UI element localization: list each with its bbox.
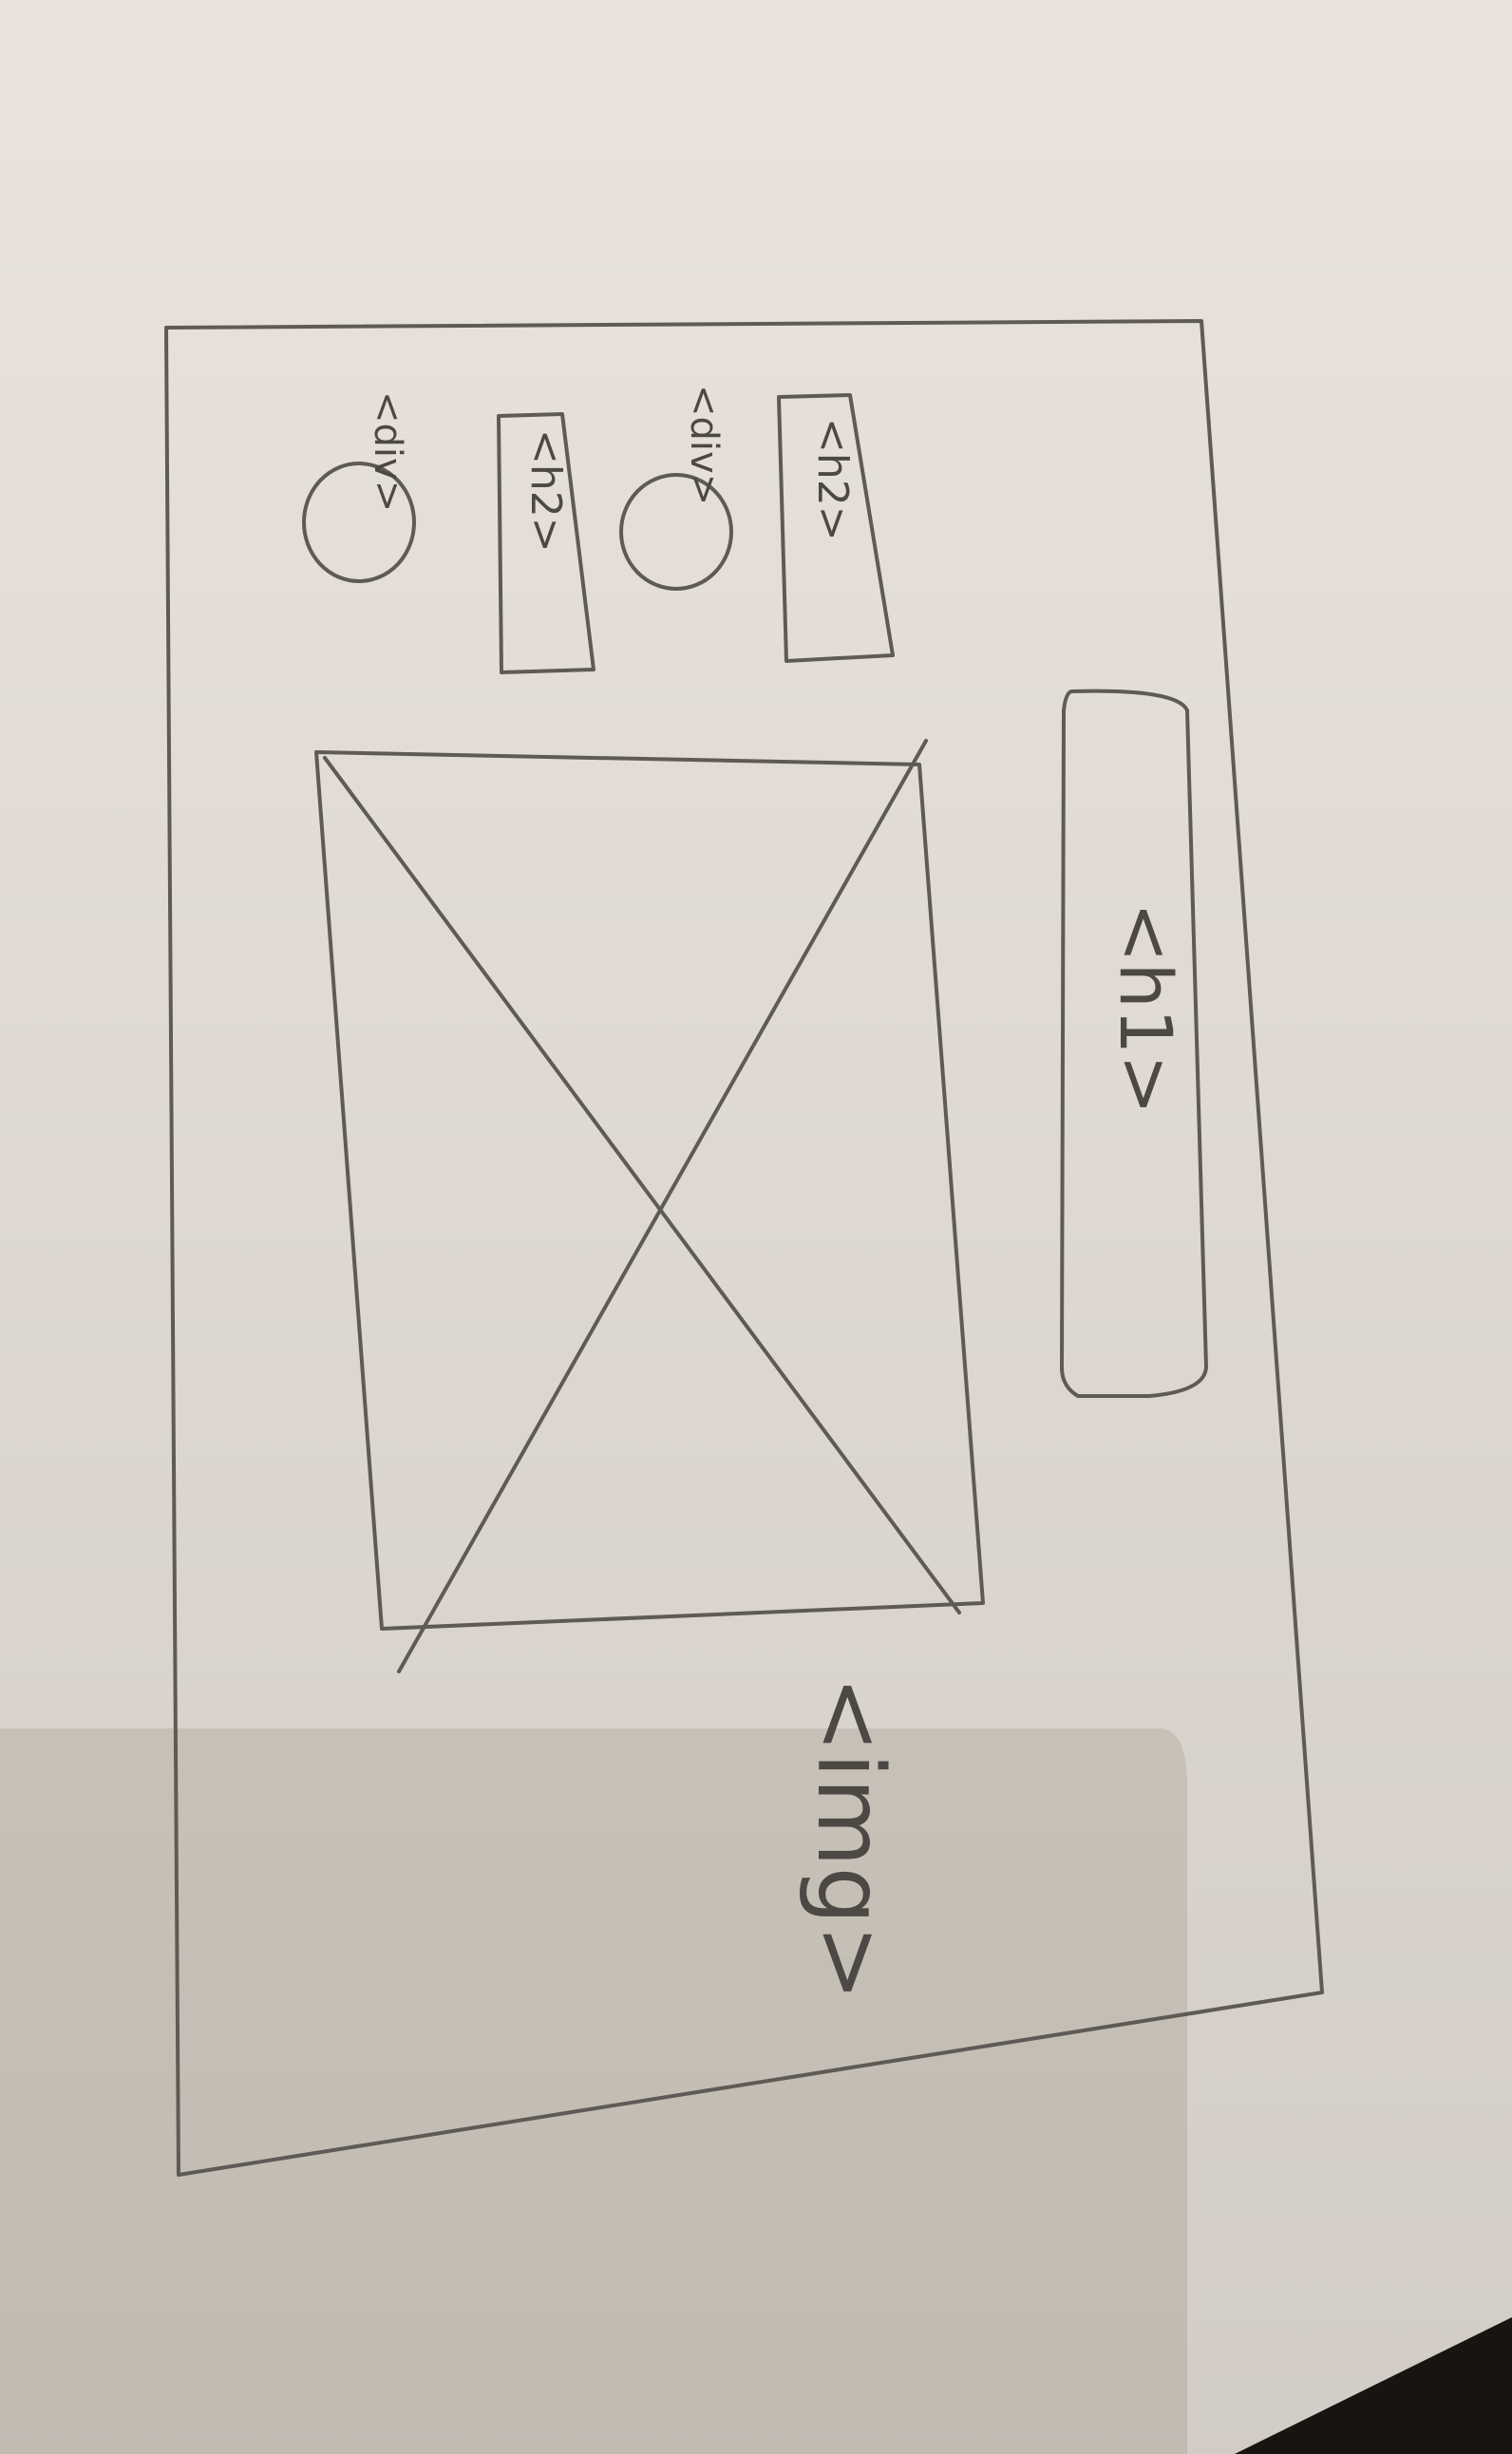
h2-label: <h2>	[521, 429, 570, 553]
page-frame	[164, 319, 1324, 2177]
img-label: <img>	[797, 1676, 903, 2001]
h2-label: <h2>	[808, 418, 857, 541]
image-cross-line	[323, 756, 961, 1614]
h1-label: <h1>	[1104, 902, 1188, 1115]
div-label: <div>	[366, 391, 409, 512]
div-label: <div>	[682, 385, 726, 505]
image-placeholder	[314, 739, 985, 1673]
h2-box	[777, 393, 895, 663]
h1-box	[1060, 689, 1208, 1398]
circle-shape	[619, 473, 733, 591]
image-box	[314, 750, 985, 1631]
h2-box	[497, 412, 595, 674]
circle-shape	[302, 462, 416, 583]
image-cross-line	[397, 739, 928, 1673]
